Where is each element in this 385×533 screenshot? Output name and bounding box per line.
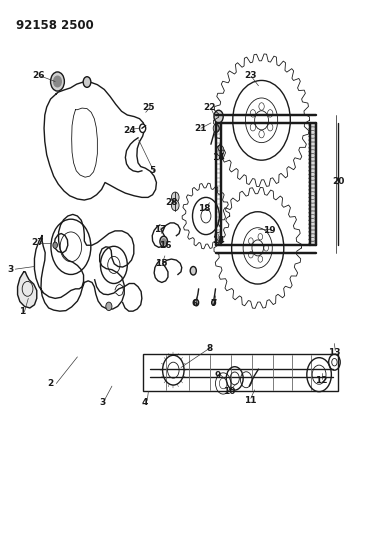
Circle shape [171, 200, 179, 211]
Text: 3: 3 [99, 398, 105, 407]
Text: 16: 16 [159, 241, 172, 250]
Circle shape [83, 77, 91, 87]
Text: 21: 21 [194, 124, 206, 133]
Circle shape [53, 242, 57, 248]
Circle shape [194, 300, 199, 306]
Circle shape [162, 239, 166, 244]
Circle shape [214, 110, 223, 123]
Text: 10: 10 [223, 387, 235, 396]
Text: 27: 27 [31, 238, 44, 247]
Circle shape [160, 236, 167, 247]
Text: 12: 12 [315, 376, 327, 385]
Text: 17: 17 [154, 225, 166, 234]
Text: 20: 20 [332, 177, 345, 186]
Text: 9: 9 [214, 371, 221, 380]
Circle shape [139, 124, 146, 133]
Circle shape [190, 266, 196, 275]
Text: 14: 14 [212, 153, 224, 162]
Text: 1: 1 [18, 307, 25, 316]
Text: 25: 25 [142, 102, 155, 111]
Polygon shape [18, 272, 37, 308]
Text: 3: 3 [7, 265, 13, 273]
Circle shape [212, 300, 216, 305]
Text: 14: 14 [212, 237, 224, 246]
Text: 11: 11 [244, 396, 256, 405]
Text: 5: 5 [149, 166, 155, 175]
Circle shape [54, 76, 61, 87]
Text: 18: 18 [198, 204, 210, 213]
Text: 26: 26 [32, 70, 45, 79]
Circle shape [106, 302, 112, 311]
Text: 4: 4 [141, 398, 148, 407]
Circle shape [216, 146, 224, 156]
Text: 22: 22 [204, 102, 216, 111]
Text: 2: 2 [47, 379, 54, 388]
Text: 24: 24 [123, 126, 136, 135]
Text: 7: 7 [211, 299, 217, 308]
Bar [142, 354, 338, 391]
Text: 8: 8 [207, 344, 213, 353]
Circle shape [171, 192, 179, 203]
Circle shape [213, 124, 219, 133]
Text: 6: 6 [191, 299, 198, 308]
Text: 92158 2500: 92158 2500 [16, 19, 94, 33]
Text: 15: 15 [155, 260, 167, 268]
Text: 19: 19 [263, 226, 276, 235]
Text: 28: 28 [165, 198, 177, 207]
Text: 23: 23 [244, 70, 256, 79]
Text: 13: 13 [328, 348, 341, 357]
Circle shape [50, 72, 64, 91]
